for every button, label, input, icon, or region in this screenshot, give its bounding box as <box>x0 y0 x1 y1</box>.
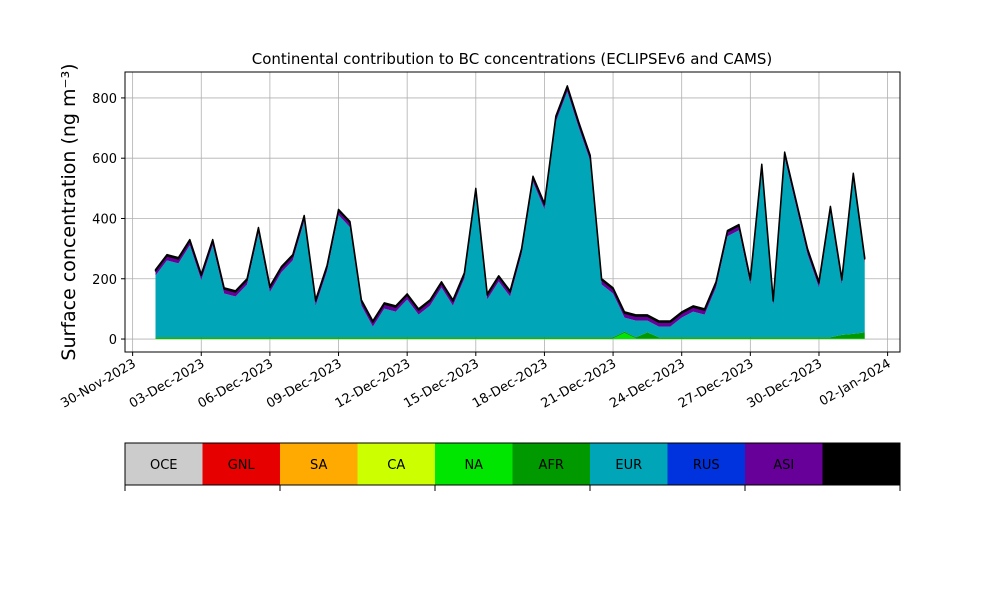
y-tick-label: 0 <box>109 333 117 348</box>
y-tick-label: 200 <box>92 273 117 288</box>
legend-swatch <box>512 443 590 485</box>
y-tick-label: 800 <box>92 92 117 107</box>
legend-label: SA <box>310 458 327 473</box>
legend-label: AUS <box>848 458 875 473</box>
legend-frame <box>124 442 901 486</box>
legend-label: EUR <box>615 458 642 473</box>
legend-label: NA <box>464 458 483 473</box>
y-axis-label: Surface concentration (ng m⁻³) <box>58 63 80 360</box>
legend-label: RUS <box>693 458 720 473</box>
legend: OCE GNL SA CA NA AFR EUR RUS ASI AUS <box>124 442 901 491</box>
legend-label: CA <box>387 458 405 473</box>
legend-label: ASI <box>773 458 794 473</box>
y-tick-label: 600 <box>92 152 117 167</box>
legend-swatch <box>745 443 823 485</box>
legend-swatch <box>435 443 513 485</box>
area <box>155 91 865 338</box>
legend-swatch <box>280 443 358 485</box>
area <box>155 331 865 339</box>
legend-label: GNL <box>228 458 256 473</box>
legend-swatch <box>590 443 668 485</box>
legend-swatch <box>202 443 280 485</box>
legend-swatch <box>667 443 745 485</box>
y-tick-label: 400 <box>92 212 117 227</box>
areas <box>154 85 866 340</box>
area <box>154 85 866 323</box>
legend-swatch <box>357 443 435 485</box>
legend-swatch <box>822 443 900 485</box>
legend-label: AFR <box>539 458 564 473</box>
legend-label: OCE <box>150 458 178 473</box>
plot-frame <box>124 71 901 353</box>
chart-title: Continental contribution to BC concentra… <box>252 50 773 68</box>
legend-swatch <box>125 443 203 485</box>
